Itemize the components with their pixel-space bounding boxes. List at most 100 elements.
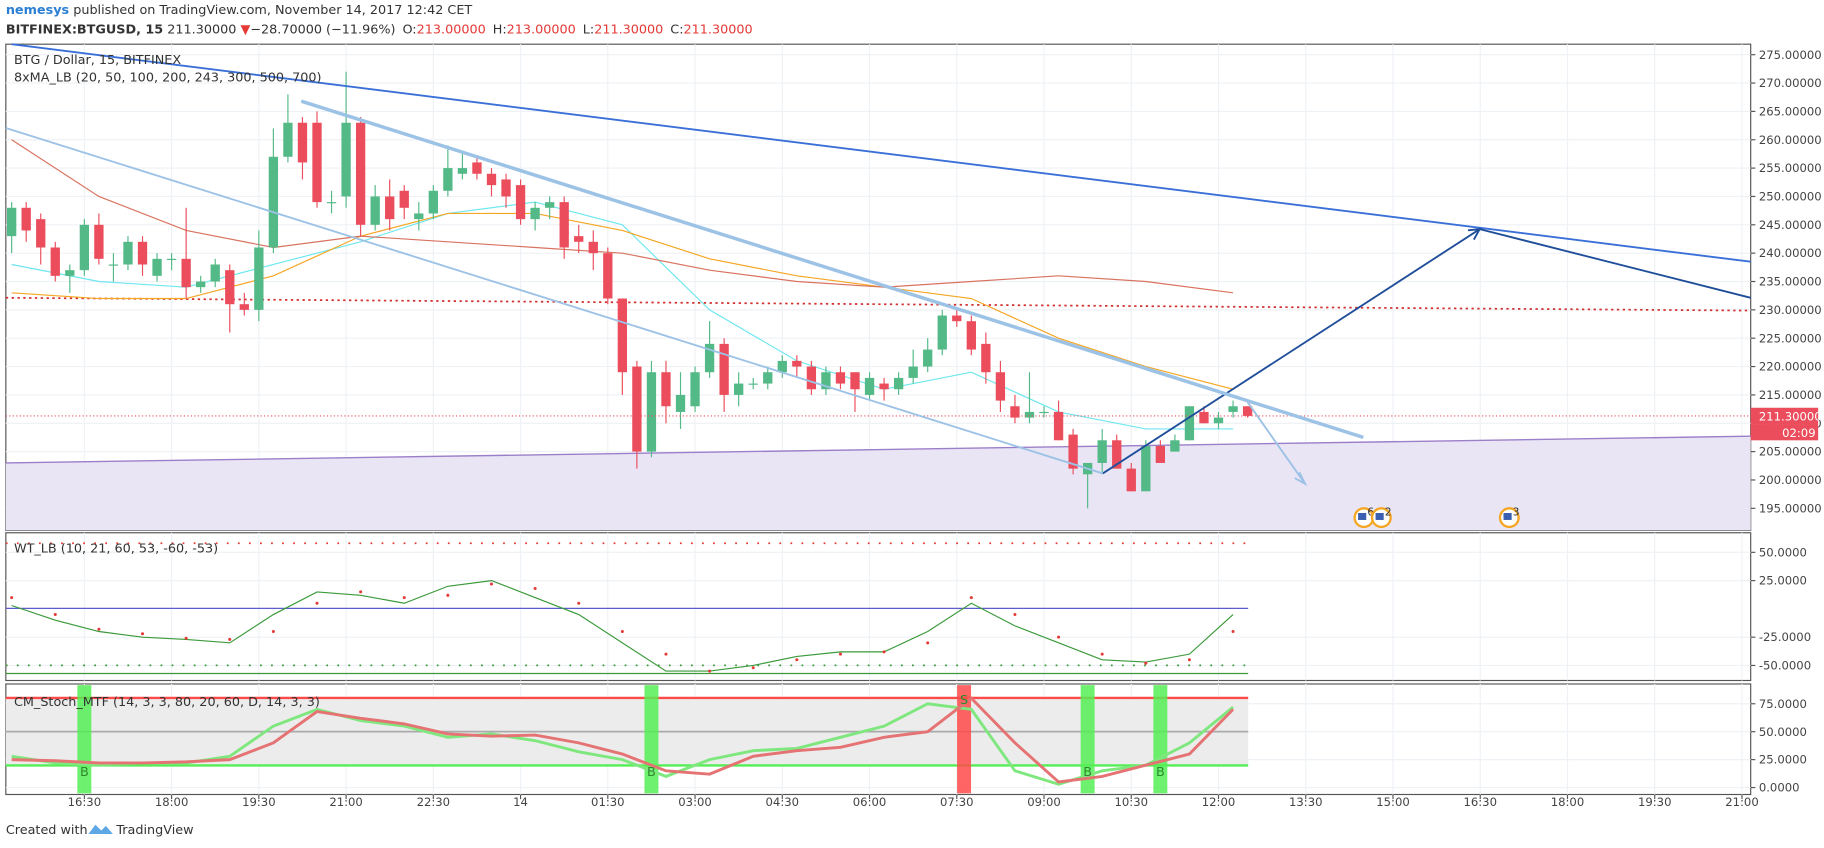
x-tick-label: 18:00 [1551, 795, 1585, 809]
dot [838, 652, 842, 656]
candle-body [719, 343, 729, 395]
ohlc-value: 211.30000 [684, 23, 753, 38]
level-line [5, 296, 1751, 312]
y-tick-label: 250.00000 [1759, 190, 1822, 204]
legend-title: BTG / Dollar, 15, BITFINEX [14, 53, 181, 68]
trend-line [11, 43, 1751, 263]
signal-bar [1080, 685, 1095, 794]
candle-body [1199, 411, 1209, 424]
candle-body [588, 241, 598, 254]
candle-body [530, 207, 540, 220]
candle-body [225, 270, 235, 305]
y-tick-label: 265.00000 [1759, 104, 1822, 118]
dot [1057, 635, 1061, 639]
last-price-box [1750, 407, 1819, 425]
candle-body [792, 360, 802, 367]
channel-line [5, 127, 1104, 475]
x-tick-label: 09:00 [1027, 795, 1061, 809]
dot [1013, 613, 1017, 617]
dot [620, 630, 624, 634]
footer-brand[interactable]: TradingView [115, 823, 193, 838]
signal-label: B [1083, 765, 1092, 780]
candle-body [123, 241, 133, 265]
dot [577, 601, 581, 605]
candle-body [748, 383, 758, 385]
x-tick-label: 04:30 [766, 795, 800, 809]
candle-body [94, 224, 104, 259]
y-tick-label: 275.00000 [1759, 48, 1822, 62]
candle-body [1053, 411, 1064, 441]
dot [1187, 658, 1191, 662]
dot [1231, 630, 1235, 634]
drawings [5, 43, 1751, 487]
candle-body [428, 190, 438, 214]
x-tick-label: 13:30 [1289, 795, 1323, 809]
candle-body [995, 372, 1006, 401]
candle-body [166, 258, 177, 260]
ohlc-label: L: [583, 23, 594, 38]
y-tick-label: 230.00000 [1759, 303, 1822, 317]
candle-body [734, 383, 744, 395]
dot [141, 632, 145, 636]
candle-body [65, 270, 75, 276]
legend-ma: 8xMA_LB (20, 50, 100, 200, 243, 300, 500… [14, 70, 322, 85]
candle-body [399, 190, 409, 208]
signal-label: B [80, 765, 89, 780]
candle-body [893, 377, 904, 390]
candle-body [355, 122, 366, 225]
event-label: 3 [1513, 506, 1520, 518]
dot [795, 658, 799, 662]
dot [97, 627, 101, 631]
dot [533, 587, 537, 591]
y-tick-label: 220.00000 [1759, 360, 1822, 374]
candle-body [472, 162, 482, 174]
change: −28.70000 (−11.96%) [250, 23, 395, 38]
dot [751, 666, 755, 670]
candle-body [414, 213, 424, 220]
ohlc-label: H: [493, 23, 507, 38]
dot [228, 637, 232, 641]
y-tick-label: 270.00000 [1759, 76, 1822, 90]
dot [359, 590, 363, 594]
x-tick-label: 22:30 [417, 795, 451, 809]
dot [1144, 661, 1148, 665]
x-tick-label: 21:00 [329, 795, 363, 809]
event-label: 6 [1367, 506, 1374, 518]
y-tick-label: -50.0000 [1759, 659, 1811, 673]
y-tick-label: 195.00000 [1759, 501, 1822, 515]
candle-body [603, 253, 613, 299]
trend-line [1479, 228, 1751, 299]
candle-body [966, 321, 976, 350]
dot [882, 650, 886, 654]
flag [1375, 512, 1384, 520]
dot [10, 596, 14, 600]
flag [1358, 512, 1367, 520]
event-label: 2 [1385, 506, 1392, 518]
candle-body [457, 168, 468, 174]
candle-body [239, 304, 249, 310]
marks: 16:30 18:00 19:30 21:00 22:30 14 01:30 03:00 04:… [5, 48, 1822, 809]
author: nemesys [6, 3, 69, 18]
candle-body [559, 202, 569, 248]
candle-body [370, 196, 380, 225]
dot [184, 636, 188, 640]
candle-body [1039, 411, 1049, 414]
wt-pane [5, 532, 1752, 682]
candle-body [574, 236, 584, 242]
x-tick-label: 18:00 [155, 795, 189, 809]
last-price-label: 211.30000 [1759, 410, 1822, 424]
dot [271, 630, 275, 634]
x-tick-label: 07:30 [940, 795, 974, 809]
x-tick-label: 14 [513, 795, 528, 809]
y-tick-label: 75.0000 [1759, 697, 1807, 711]
candle-body [806, 366, 817, 390]
dot [664, 652, 668, 656]
candle-body [152, 258, 162, 276]
candle-body [108, 264, 119, 266]
arrow: ▼ [240, 23, 250, 38]
candle-body [79, 224, 90, 271]
candle-body [923, 349, 933, 367]
arrow-head [1467, 228, 1482, 241]
